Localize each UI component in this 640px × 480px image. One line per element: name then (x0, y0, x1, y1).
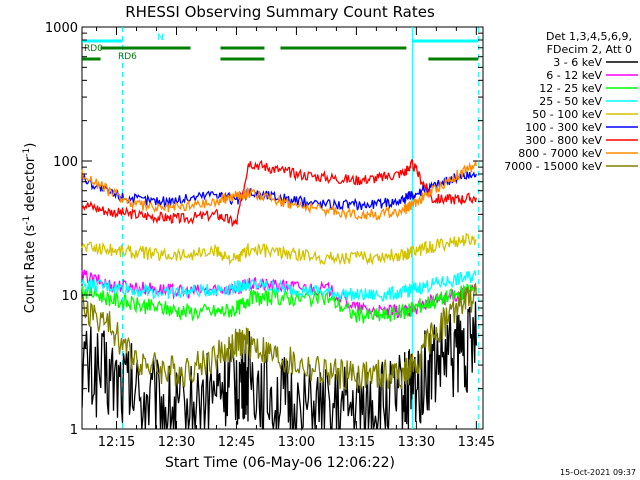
legend-label-4: 50 - 100 keV (532, 108, 602, 121)
legend-label-6: 300 - 800 keV (525, 134, 602, 147)
legend-label-3: 25 - 50 keV (539, 95, 602, 108)
legend-label-2: 12 - 25 keV (539, 82, 602, 95)
flag-label-n: N (157, 33, 164, 43)
x-tick-label-6: 13:45 (458, 435, 495, 450)
axes: 12:15 12:30 12:45 13:00 13:15 13:30 13:45 1 10 10… (45, 21, 495, 450)
series-line-8 (81, 282, 477, 391)
legend-label-1: 6 - 12 keV (546, 69, 602, 82)
series-line-0 (81, 301, 477, 431)
x-axis-label: Start Time (06-May-06 12:06:22) (165, 455, 395, 471)
series-line-7 (81, 160, 477, 221)
flag-label-rd0: RD0 (84, 44, 103, 54)
legend-label-0: 3 - 6 keV (553, 56, 602, 69)
legend-header-1: Det 1,3,4,5,6,9, (546, 30, 632, 43)
flag-lines: N RD0 RD6 (82, 33, 479, 62)
plot-area (81, 26, 484, 430)
timestamp: 15-Oct-2021 09:37 (560, 468, 636, 477)
chart-title: RHESSI Observing Summary Count Rates (125, 3, 435, 21)
series-line-2 (81, 283, 477, 324)
series-layer (81, 159, 477, 431)
legend: Det 1,3,4,5,6,9, FDecim 2, Att 0 3 - 6 k… (504, 30, 638, 173)
plot-frame (81, 26, 484, 430)
legend-label-8: 7000 - 15000 keV (504, 160, 602, 173)
x-tick-label-2: 12:45 (218, 435, 255, 450)
legend-label-7: 800 - 7000 keV (518, 147, 602, 160)
x-tick-label-4: 13:15 (338, 435, 375, 450)
y-tick-label-3: 1000 (45, 21, 78, 36)
series-line-4 (81, 232, 477, 266)
x-tick-label-5: 13:30 (398, 435, 435, 450)
flag-label-rd6: RD6 (118, 52, 137, 62)
legend-label-5: 100 - 300 keV (525, 121, 602, 134)
y-tick-label-2: 100 (53, 155, 78, 170)
x-tick-label-1: 12:30 (158, 435, 195, 450)
y-axis-label: Count Rate (s-1 detector-1) (22, 143, 38, 314)
series-line-6 (81, 159, 477, 228)
series-line-5 (81, 171, 477, 211)
legend-header-2: FDecim 2, Att 0 (547, 43, 632, 56)
x-tick-label-3: 13:00 (278, 435, 315, 450)
x-tick-label-0: 12:15 (98, 435, 135, 450)
series-line-3 (81, 270, 477, 302)
y-tick-label-1: 10 (61, 289, 78, 304)
y-tick-label-0: 1 (70, 423, 78, 438)
